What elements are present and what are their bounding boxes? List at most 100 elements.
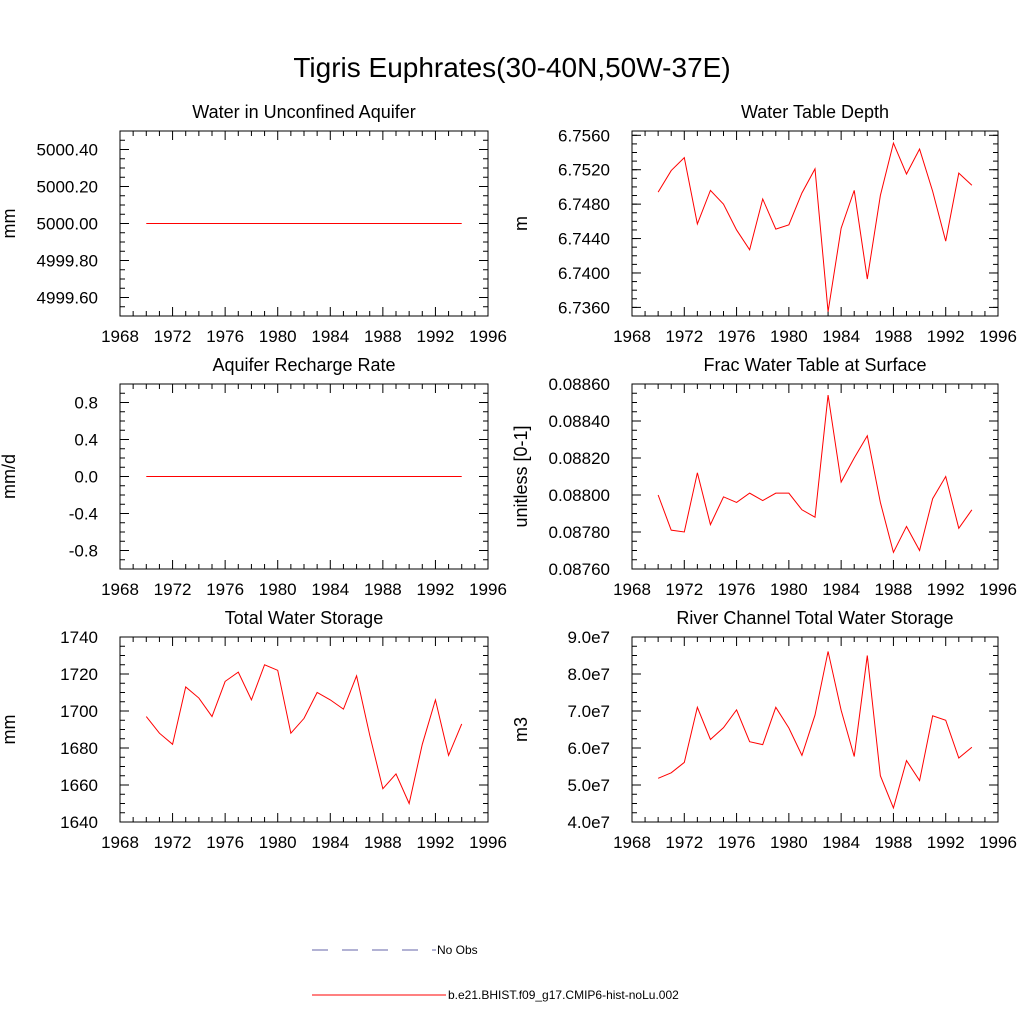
x-tick-label: 1968: [613, 833, 651, 852]
series-line: [145, 664, 463, 806]
y-tick-label: 1700: [60, 702, 98, 721]
x-tick-label: 1992: [927, 580, 965, 599]
x-tick-label: 1992: [417, 833, 455, 852]
y-tick-label: 1720: [60, 665, 98, 684]
x-tick-label: 1972: [154, 327, 192, 346]
x-tick-label: 1980: [770, 833, 808, 852]
x-tick-label: 1968: [101, 580, 139, 599]
y-tick-label: 4.0e7: [567, 813, 610, 832]
y-tick-label: 0.08780: [549, 523, 610, 542]
x-tick-label: 1984: [311, 580, 349, 599]
y-tick-label: 0.08860: [549, 375, 610, 394]
y-tick-label: 5000.00: [37, 215, 98, 234]
y-tick-label: 6.7480: [558, 195, 610, 214]
y-tick-label: 9.0e7: [567, 628, 610, 647]
x-tick-label: 1988: [875, 580, 913, 599]
legend-model-label: b.e21.BHIST.f09_g17.CMIP6-hist-noLu.002: [448, 988, 679, 1002]
y-tick-label: 0.08820: [549, 449, 610, 468]
y-tick-label: 1640: [60, 813, 98, 832]
panel-title: Frac Water Table at Surface: [703, 355, 926, 375]
y-tick-label: 8.0e7: [567, 665, 610, 684]
x-tick-label: 1972: [154, 580, 192, 599]
panel-frame: [119, 636, 489, 823]
figure-title: Tigris Euphrates(30-40N,50W-37E): [293, 52, 731, 83]
x-tick-label: 1984: [311, 833, 349, 852]
x-tick-label: 1972: [665, 833, 703, 852]
x-tick-label: 1980: [259, 327, 297, 346]
panel-frame: [631, 383, 999, 570]
y-tick-label: 5.0e7: [567, 776, 610, 795]
y-tick-label: 1740: [60, 628, 98, 647]
y-tick-label: 0.08840: [549, 412, 610, 431]
y-axis-label: m: [511, 216, 531, 231]
y-tick-label: 6.0e7: [567, 739, 610, 758]
y-tick-label: 6.7360: [558, 298, 610, 317]
series-line: [657, 651, 973, 810]
x-tick-label: 1992: [417, 580, 455, 599]
x-tick-label: 1980: [259, 580, 297, 599]
x-tick-label: 1984: [822, 833, 860, 852]
y-tick-label: 0.0: [74, 468, 98, 487]
y-tick-label: 4999.60: [37, 289, 98, 308]
panel-title: Aquifer Recharge Rate: [212, 355, 395, 375]
panel-6: River Channel Total Water Storage m3 1968 1…: [511, 608, 1017, 852]
x-tick-label: 1984: [311, 327, 349, 346]
panel-5: Total Water Storage mm 1968 1972 1976 1980 198…: [0, 608, 507, 852]
series-line: [657, 395, 973, 554]
x-tick-label: 1988: [364, 580, 402, 599]
y-tick-label: 7.0e7: [567, 702, 610, 721]
x-tick-label: 1972: [665, 580, 703, 599]
x-tick-label: 1968: [613, 580, 651, 599]
x-tick-label: 1968: [613, 327, 651, 346]
x-tick-label: 1980: [259, 833, 297, 852]
panel-2: Water Table Depth m 1968 1972 1976 1980 1984 19…: [511, 102, 1017, 346]
panel-title: River Channel Total Water Storage: [676, 608, 953, 628]
panel-title: Total Water Storage: [225, 608, 383, 628]
x-tick-label: 1992: [927, 327, 965, 346]
x-tick-label: 1984: [822, 327, 860, 346]
x-tick-label: 1996: [469, 327, 507, 346]
x-tick-label: 1992: [417, 327, 455, 346]
y-tick-label: -0.8: [69, 542, 98, 561]
x-tick-label: 1972: [154, 833, 192, 852]
legend: No Obs b.e21.BHIST.f09_g17.CMIP6-hist-no…: [312, 943, 679, 1002]
x-tick-label: 1972: [665, 327, 703, 346]
x-tick-label: 1976: [718, 327, 756, 346]
y-tick-label: 0.08760: [549, 560, 610, 579]
x-tick-label: 1968: [101, 327, 139, 346]
y-tick-label: 4999.80: [37, 252, 98, 271]
y-axis-label: mm: [0, 715, 19, 745]
panels-group: Water in Unconfined Aquifer mm 1968 1972 197…: [0, 102, 1017, 852]
x-tick-label: 1976: [206, 833, 244, 852]
y-axis-label: m3: [511, 717, 531, 742]
y-tick-label: -0.4: [69, 505, 98, 524]
x-tick-label: 1988: [875, 833, 913, 852]
x-tick-label: 1968: [101, 833, 139, 852]
x-tick-label: 1976: [718, 833, 756, 852]
y-tick-label: 1680: [60, 739, 98, 758]
x-tick-label: 1984: [822, 580, 860, 599]
panel-frame: [631, 130, 999, 317]
panel-title: Water Table Depth: [741, 102, 889, 122]
panel-3: Aquifer Recharge Rate mm/d 1968 1972 1976 198…: [0, 355, 507, 599]
x-tick-label: 1988: [875, 327, 913, 346]
x-tick-label: 1996: [979, 580, 1017, 599]
x-tick-label: 1980: [770, 327, 808, 346]
x-tick-label: 1988: [364, 327, 402, 346]
x-tick-label: 1996: [469, 580, 507, 599]
panel-1: Water in Unconfined Aquifer mm 1968 1972 197…: [0, 102, 507, 346]
y-tick-label: 6.7400: [558, 264, 610, 283]
x-tick-label: 1976: [206, 327, 244, 346]
x-tick-label: 1996: [469, 833, 507, 852]
y-tick-label: 6.7560: [558, 126, 610, 145]
x-tick-label: 1976: [206, 580, 244, 599]
legend-obs-label: No Obs: [437, 943, 478, 957]
y-axis-label: mm: [0, 209, 19, 239]
x-tick-label: 1996: [979, 327, 1017, 346]
x-tick-label: 1996: [979, 833, 1017, 852]
x-tick-label: 1976: [718, 580, 756, 599]
panel-frame: [631, 636, 999, 823]
x-tick-label: 1980: [770, 580, 808, 599]
y-axis-label: unitless [0-1]: [511, 425, 531, 527]
series-line: [657, 141, 973, 312]
